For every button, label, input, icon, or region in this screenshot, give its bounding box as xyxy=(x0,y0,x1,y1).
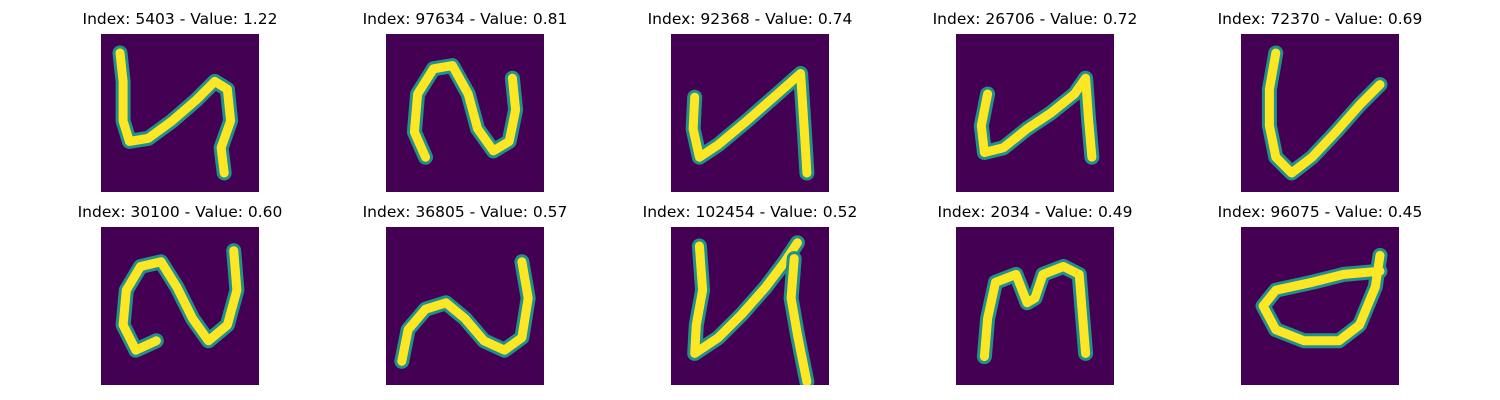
digit-stroke xyxy=(118,246,242,355)
panel-title: Index: 92368 - Value: 0.74 xyxy=(647,10,853,28)
panel: Index: 92368 - Value: 0.74 xyxy=(600,0,900,192)
digit-image xyxy=(671,34,829,192)
panel-title: Index: 5403 - Value: 1.22 xyxy=(82,10,278,28)
digit-image xyxy=(386,227,544,385)
panel-title: Index: 72370 - Value: 0.69 xyxy=(1217,10,1423,28)
digit-stroke xyxy=(979,262,1091,362)
panel: Index: 2034 - Value: 0.49 xyxy=(885,193,1185,385)
panel: Index: 102454 - Value: 0.52 xyxy=(600,193,900,385)
panel-title: Index: 97634 - Value: 0.81 xyxy=(362,10,568,28)
panel-title: Index: 30100 - Value: 0.60 xyxy=(77,203,283,221)
digit-stroke xyxy=(690,238,802,358)
digit-image xyxy=(671,227,829,385)
digit-image xyxy=(386,34,544,192)
panel-title: Index: 36805 - Value: 0.57 xyxy=(362,203,568,221)
panel-title: Index: 102454 - Value: 0.52 xyxy=(642,203,858,221)
panel: Index: 96075 - Value: 0.45 xyxy=(1170,193,1470,385)
digit-image xyxy=(956,34,1114,192)
digit-image xyxy=(956,227,1114,385)
digit-image xyxy=(101,227,259,385)
digit-image xyxy=(1241,34,1399,192)
digit-image xyxy=(101,34,259,192)
digit-stroke xyxy=(1258,250,1385,346)
panel: Index: 30100 - Value: 0.60 xyxy=(30,193,330,385)
image-background xyxy=(386,227,544,385)
digit-stroke xyxy=(397,257,533,366)
digit-stroke xyxy=(115,48,236,178)
panel-title: Index: 26706 - Value: 0.72 xyxy=(932,10,1138,28)
panel: Index: 72370 - Value: 0.69 xyxy=(1170,0,1470,192)
panel: Index: 26706 - Value: 0.72 xyxy=(885,0,1185,192)
digit-stroke xyxy=(1264,48,1385,178)
digit-stroke xyxy=(976,73,1097,162)
panel: Index: 97634 - Value: 0.81 xyxy=(315,0,615,192)
panel-title: Index: 96075 - Value: 0.45 xyxy=(1217,203,1423,221)
digit-stroke xyxy=(786,254,812,385)
panel: Index: 36805 - Value: 0.57 xyxy=(315,193,615,385)
panel: Index: 5403 - Value: 1.22 xyxy=(30,0,330,192)
digit-stroke xyxy=(688,69,812,178)
digit-stroke xyxy=(409,61,521,162)
digit-image xyxy=(1241,227,1399,385)
panel-title: Index: 2034 - Value: 0.49 xyxy=(937,203,1133,221)
